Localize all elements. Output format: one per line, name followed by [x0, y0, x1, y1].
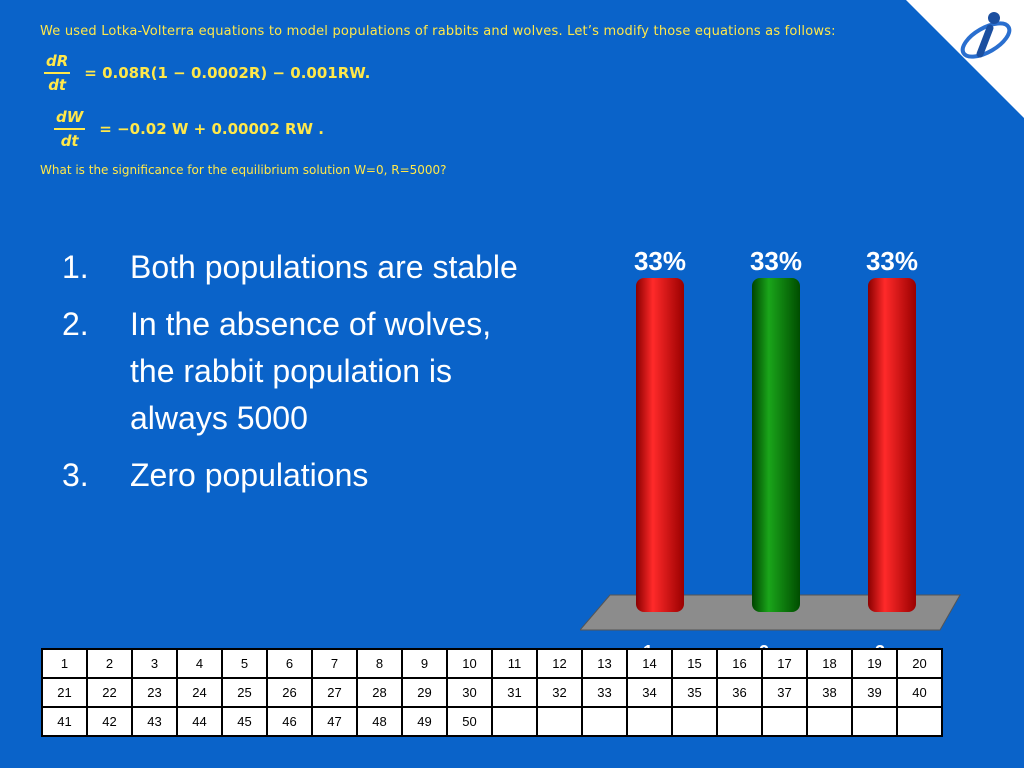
grid-cell: 29: [401, 677, 448, 708]
bar-value-label: 33%: [634, 246, 686, 276]
grid-cell: 40: [896, 677, 943, 708]
turning-point-logo-icon: [960, 12, 1012, 59]
grid-cell: 9: [401, 648, 448, 679]
grid-cell: [536, 706, 583, 737]
answer-option-1[interactable]: 1. Both populations are stable: [62, 244, 532, 291]
grid-row: 41 42 43 44 45 46 47 48 49 50: [41, 706, 943, 737]
grid-cell: [761, 706, 808, 737]
grid-cell: 13: [581, 648, 628, 679]
grid-cell: [716, 706, 763, 737]
grid-cell: 41: [41, 706, 88, 737]
question-intro: We used Lotka-Volterra equations to mode…: [40, 24, 836, 39]
grid-cell: 17: [761, 648, 808, 679]
grid-cell: 22: [86, 677, 133, 708]
fraction-denominator: dt: [48, 76, 67, 94]
equation-rabbits: dR dt = 0.08R(1 − 0.0002R) − 0.001RW.: [44, 52, 370, 94]
answer-text: Zero populations: [130, 457, 369, 493]
bar-3: [868, 278, 916, 612]
question-prompt: What is the significance for the equilib…: [40, 163, 447, 177]
answer-text: Both populations are stable: [130, 249, 518, 285]
response-bar-chart: 33%133%233%3: [580, 246, 961, 660]
grid-cell: 50: [446, 706, 493, 737]
grid-cell: 48: [356, 706, 403, 737]
grid-cell: 19: [851, 648, 898, 679]
grid-cell: 16: [716, 648, 763, 679]
bar-1: [636, 278, 684, 612]
grid-cell: 33: [581, 677, 628, 708]
grid-cell: [896, 706, 943, 737]
grid-cell: 10: [446, 648, 493, 679]
grid-cell: 42: [86, 706, 133, 737]
bar-value-label: 33%: [866, 246, 918, 276]
answer-list: 1. Both populations are stable 2. In the…: [62, 244, 532, 509]
answer-option-3[interactable]: 3. Zero populations: [62, 452, 532, 499]
derivative-dw-dt: dW dt: [54, 108, 86, 150]
grid-cell: 35: [671, 677, 718, 708]
grid-cell: 14: [626, 648, 673, 679]
grid-cell: 44: [176, 706, 223, 737]
grid-cell: 8: [356, 648, 403, 679]
answer-number: 2.: [62, 306, 89, 342]
grid-cell: 26: [266, 677, 313, 708]
grid-cell: 12: [536, 648, 583, 679]
grid-cell: 47: [311, 706, 358, 737]
grid-cell: [806, 706, 853, 737]
equation-rhs: = −0.02 W + 0.00002 RW .: [99, 120, 325, 138]
grid-cell: 21: [41, 677, 88, 708]
grid-cell: 31: [491, 677, 538, 708]
grid-cell: 28: [356, 677, 403, 708]
grid-cell: 5: [221, 648, 268, 679]
answer-option-2[interactable]: 2. In the absence of wolves, the rabbit …: [62, 301, 532, 442]
grid-cell: [581, 706, 628, 737]
grid-cell: 3: [131, 648, 178, 679]
grid-cell: 46: [266, 706, 313, 737]
page-corner-decoration: [906, 0, 1024, 118]
fraction-numerator: dR: [44, 52, 71, 74]
equation-rhs: = 0.08R(1 − 0.0002R) − 0.001RW.: [84, 64, 371, 82]
answer-text: In the absence of wolves, the rabbit pop…: [130, 306, 492, 436]
grid-cell: 45: [221, 706, 268, 737]
grid-cell: 15: [671, 648, 718, 679]
fraction-denominator: dt: [60, 132, 79, 150]
fraction-numerator: dW: [54, 108, 86, 130]
grid-cell: [626, 706, 673, 737]
grid-cell: 30: [446, 677, 493, 708]
grid-cell: 6: [266, 648, 313, 679]
grid-cell: 39: [851, 677, 898, 708]
equation-wolves: dW dt = −0.02 W + 0.00002 RW .: [54, 108, 324, 150]
grid-cell: 49: [401, 706, 448, 737]
grid-row: 21 22 23 24 25 26 27 28 29 30 31 32 33 34 35 36 37 38 39 40: [41, 677, 943, 708]
grid-cell: 11: [491, 648, 538, 679]
grid-cell: [851, 706, 898, 737]
grid-cell: 37: [761, 677, 808, 708]
grid-cell: 32: [536, 677, 583, 708]
grid-cell: [671, 706, 718, 737]
grid-cell: 24: [176, 677, 223, 708]
grid-cell: 43: [131, 706, 178, 737]
derivative-dr-dt: dR dt: [44, 52, 71, 94]
grid-cell: 34: [626, 677, 673, 708]
answer-number: 1.: [62, 249, 89, 285]
grid-cell: 7: [311, 648, 358, 679]
grid-cell: 18: [806, 648, 853, 679]
grid-row: 1 2 3 4 5 6 7 8 9 10 11 12 13 14 15 16 17 18 19 20: [41, 648, 943, 679]
grid-cell: 27: [311, 677, 358, 708]
grid-cell: [491, 706, 538, 737]
grid-cell: 2: [86, 648, 133, 679]
grid-cell: 38: [806, 677, 853, 708]
grid-cell: 20: [896, 648, 943, 679]
bar-value-label: 33%: [750, 246, 802, 276]
grid-cell: 1: [41, 648, 88, 679]
grid-cell: 23: [131, 677, 178, 708]
bar-2: [752, 278, 800, 612]
grid-cell: 25: [221, 677, 268, 708]
grid-cell: 36: [716, 677, 763, 708]
answer-number: 3.: [62, 457, 89, 493]
grid-cell: 4: [176, 648, 223, 679]
responder-grid: 1 2 3 4 5 6 7 8 9 10 11 12 13 14 15 16 17 18 19 20 21 22 23 24 2…: [41, 648, 943, 737]
